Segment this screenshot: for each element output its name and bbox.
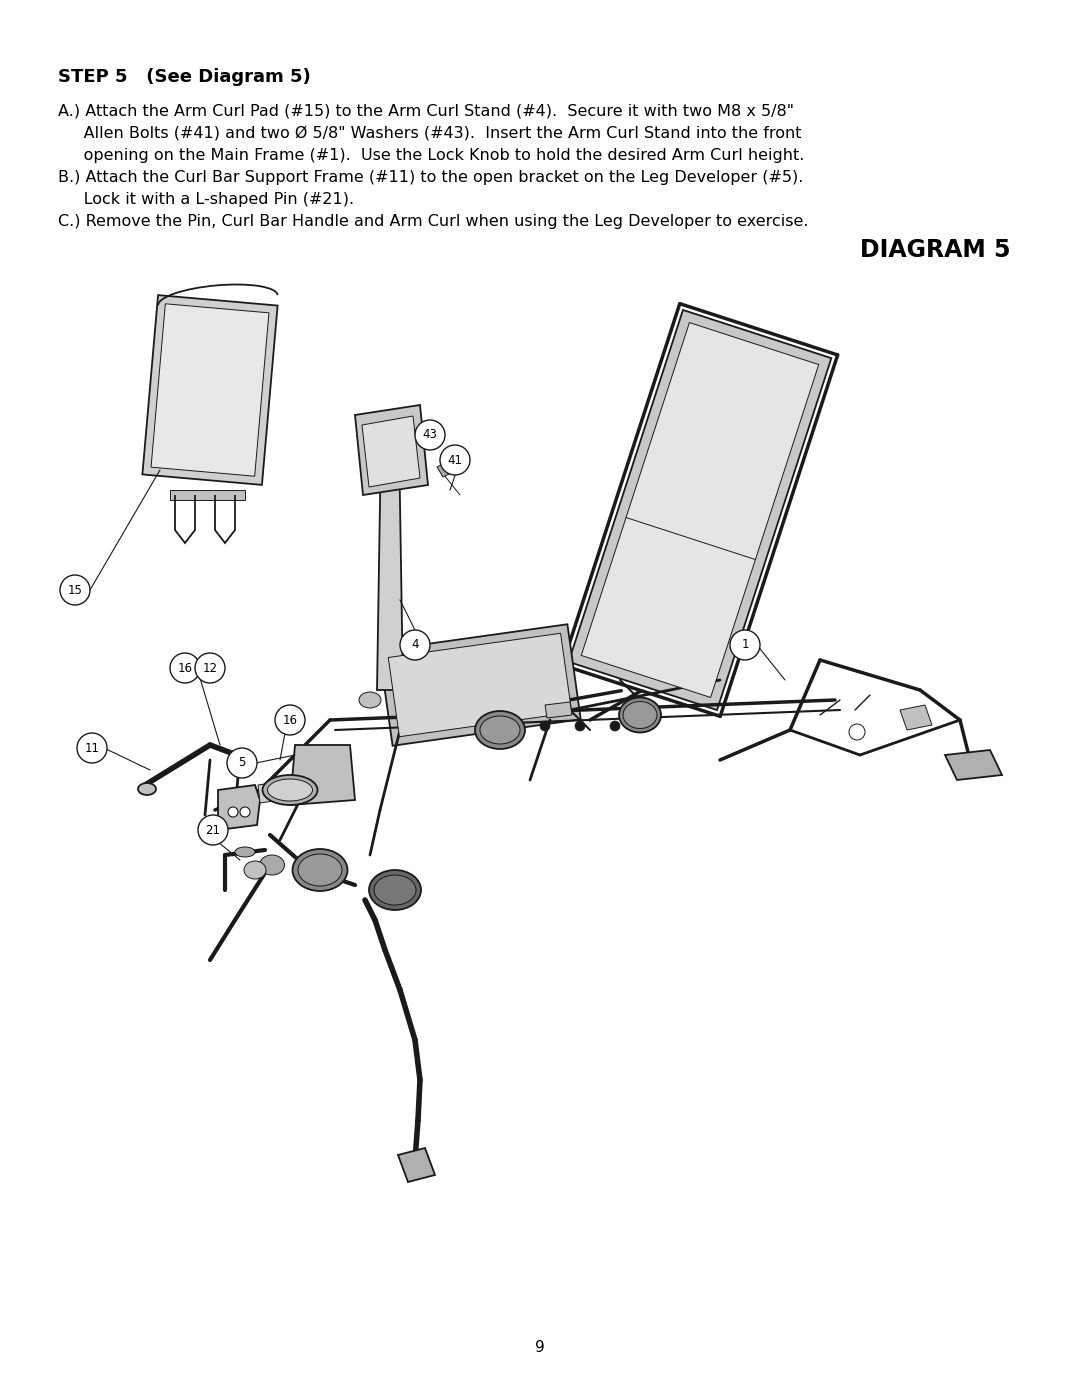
Ellipse shape [475,711,525,749]
Polygon shape [437,462,453,476]
Text: 5: 5 [239,757,245,770]
Circle shape [400,630,430,659]
Circle shape [60,576,90,605]
Polygon shape [581,323,819,697]
Ellipse shape [138,782,156,795]
Ellipse shape [293,849,348,891]
Ellipse shape [235,847,255,856]
Ellipse shape [480,717,519,745]
Polygon shape [399,1148,435,1182]
Text: Allen Bolts (#41) and two Ø 5/8" Washers (#43).  Insert the Arm Curl Stand into : Allen Bolts (#41) and two Ø 5/8" Washers… [58,126,801,141]
Circle shape [198,814,228,845]
Polygon shape [900,705,932,731]
Ellipse shape [259,855,284,875]
Ellipse shape [369,870,421,909]
Polygon shape [545,703,572,718]
Text: STEP 5   (See Diagram 5): STEP 5 (See Diagram 5) [58,68,311,87]
Polygon shape [945,750,1002,780]
Circle shape [610,721,620,731]
Circle shape [240,807,249,817]
Polygon shape [355,405,428,495]
Text: opening on the Main Frame (#1).  Use the Lock Knob to hold the desired Arm Curl : opening on the Main Frame (#1). Use the … [58,148,805,163]
Polygon shape [258,782,280,803]
Ellipse shape [268,780,312,800]
Text: A.) Attach the Arm Curl Pad (#15) to the Arm Curl Stand (#4).  Secure it with tw: A.) Attach the Arm Curl Pad (#15) to the… [58,103,794,119]
Ellipse shape [262,775,318,805]
Polygon shape [377,440,403,690]
Circle shape [730,630,760,659]
Text: DIAGRAM 5: DIAGRAM 5 [860,237,1010,263]
Polygon shape [218,785,260,830]
Ellipse shape [359,692,381,708]
Text: Lock it with a L-shaped Pin (#21).: Lock it with a L-shaped Pin (#21). [58,191,354,207]
Text: 21: 21 [205,823,220,837]
Polygon shape [291,745,355,805]
Circle shape [275,705,305,735]
Text: 15: 15 [68,584,82,597]
Circle shape [415,420,445,450]
Text: 41: 41 [447,454,462,467]
Text: 43: 43 [422,429,437,441]
Circle shape [170,652,200,683]
Text: 9: 9 [535,1340,545,1355]
Ellipse shape [298,854,342,886]
Polygon shape [362,416,420,488]
Polygon shape [389,633,571,736]
Ellipse shape [619,697,661,732]
Text: 4: 4 [411,638,419,651]
Ellipse shape [244,861,266,879]
Polygon shape [379,624,581,746]
Circle shape [227,747,257,778]
Circle shape [195,652,225,683]
Polygon shape [143,295,278,485]
Circle shape [228,807,238,817]
Circle shape [540,721,550,731]
Circle shape [440,446,470,475]
Text: 11: 11 [84,742,99,754]
Polygon shape [151,303,269,476]
Polygon shape [569,310,832,710]
Text: 1: 1 [741,638,748,651]
Polygon shape [170,490,245,500]
Text: C.) Remove the Pin, Curl Bar Handle and Arm Curl when using the Leg Developer to: C.) Remove the Pin, Curl Bar Handle and … [58,214,809,229]
Text: 16: 16 [283,714,297,726]
Text: 16: 16 [177,662,192,675]
Text: 12: 12 [203,662,217,675]
Circle shape [575,721,585,731]
Circle shape [849,724,865,740]
Ellipse shape [623,701,657,728]
Text: B.) Attach the Curl Bar Support Frame (#11) to the open bracket on the Leg Devel: B.) Attach the Curl Bar Support Frame (#… [58,170,804,184]
Circle shape [77,733,107,763]
Ellipse shape [374,875,416,905]
